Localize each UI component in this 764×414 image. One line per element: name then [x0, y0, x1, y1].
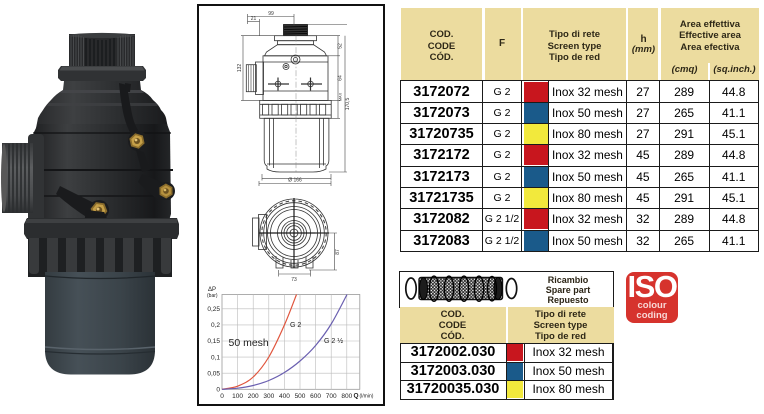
- svg-text:500: 500: [295, 393, 306, 400]
- svg-text:0: 0: [220, 393, 224, 400]
- svg-text:(l/min): (l/min): [360, 394, 374, 400]
- svg-text:0,2: 0,2: [211, 322, 220, 329]
- svg-text:132: 132: [237, 64, 243, 73]
- svg-text:52: 52: [338, 43, 344, 49]
- svg-text:400: 400: [279, 393, 290, 400]
- svg-text:300: 300: [263, 393, 274, 400]
- svg-text:G 2: G 2: [290, 322, 301, 329]
- svg-text:87: 87: [335, 249, 341, 255]
- svg-text:50 mesh: 50 mesh: [229, 337, 269, 349]
- svg-text:0,05: 0,05: [207, 370, 220, 377]
- svg-text:0,25: 0,25: [207, 306, 220, 313]
- svg-text:800: 800: [341, 393, 352, 400]
- svg-text:200: 200: [248, 393, 259, 400]
- svg-text:600: 600: [310, 393, 321, 400]
- svg-text:0: 0: [216, 386, 220, 393]
- svg-text:Ø 166: Ø 166: [288, 178, 302, 184]
- svg-text:0,1: 0,1: [211, 354, 220, 361]
- svg-text:64: 64: [338, 75, 344, 81]
- svg-text:100: 100: [232, 393, 243, 400]
- svg-text:21: 21: [251, 16, 257, 22]
- svg-text:99: 99: [268, 11, 274, 17]
- svg-text:700: 700: [326, 393, 337, 400]
- svg-text:G 2 ½: G 2 ½: [324, 337, 343, 345]
- svg-text:ΔP: ΔP: [208, 287, 216, 293]
- svg-text:(bar): (bar): [207, 293, 218, 299]
- svg-text:Q: Q: [354, 393, 359, 400]
- svg-text:0,15: 0,15: [207, 338, 220, 345]
- svg-text:170,5: 170,5: [345, 98, 351, 111]
- svg-text:MAX: MAX: [339, 92, 343, 101]
- svg-text:73: 73: [291, 277, 297, 283]
